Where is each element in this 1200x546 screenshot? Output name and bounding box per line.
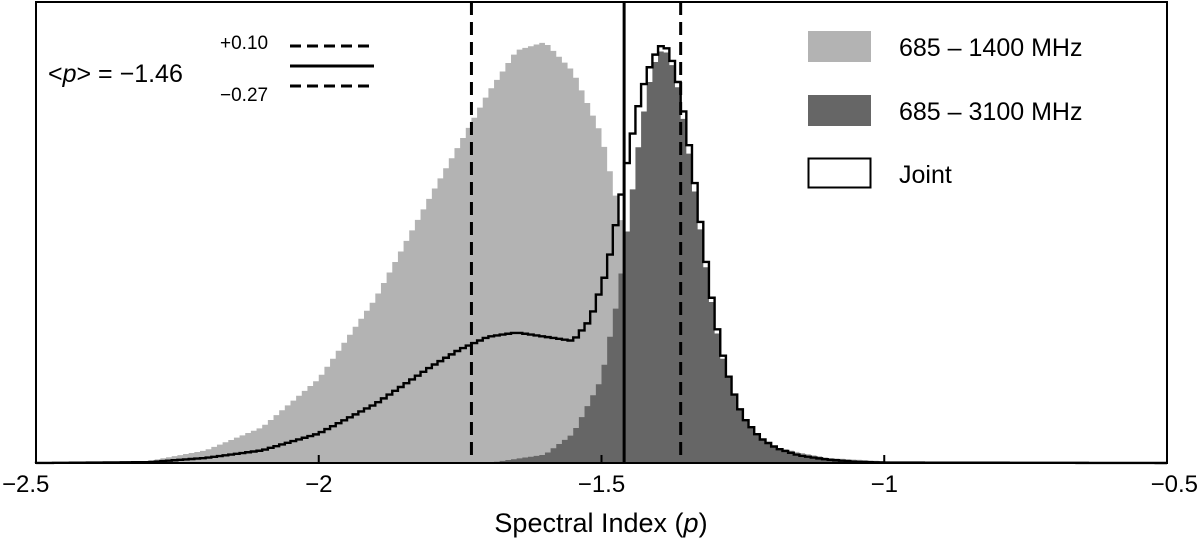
legend-swatch-3100: [808, 95, 871, 126]
annotation-lhs-close: > =: [77, 60, 120, 88]
annotation-lhs-var: p: [62, 60, 77, 88]
x-axis-label-var: p: [683, 508, 699, 538]
legend: 685 – 1400 MHz 685 – 3100 MHz Joint: [807, 31, 1082, 189]
x-axis-label-text: Spectral Index: [494, 508, 667, 538]
legend-swatch-1400: [808, 31, 871, 62]
x-tick-label: −0.5: [1151, 471, 1198, 498]
annotation-lower: −0.27: [220, 85, 268, 106]
x-tick-label: −1: [871, 471, 898, 498]
svg-text:<p> = −1.46: <p> = −1.46: [48, 60, 183, 88]
x-tick-label: −2: [305, 471, 332, 498]
x-tick-label: −1.5: [578, 471, 625, 498]
legend-swatch-joint: [807, 157, 872, 189]
x-tick-label: −2.5: [2, 471, 49, 498]
x-axis-label: Spectral Index (p): [494, 508, 707, 538]
annotation-value: −1.46: [120, 60, 183, 88]
legend-label-joint: Joint: [899, 161, 952, 189]
series-685-3100-hist: [36, 51, 1167, 463]
median-annotation: <p> = −1.46 +0.10 −0.27: [48, 33, 374, 106]
legend-label-1400: 685 – 1400 MHz: [899, 34, 1082, 62]
annotation-upper: +0.10: [220, 33, 268, 54]
legend-label-3100: 685 – 3100 MHz: [899, 98, 1082, 126]
annotation-lhs-open: <: [48, 60, 63, 88]
vertical-lines: [469, 2, 683, 463]
series-685-1400-hist: [36, 42, 1167, 464]
x-ticks: −2.5 −2 −1.5 −1 −0.5: [2, 455, 1198, 498]
